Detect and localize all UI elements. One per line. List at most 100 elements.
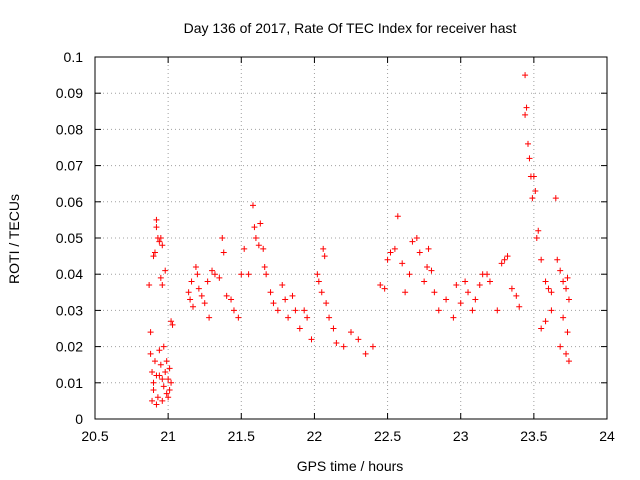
y-tick-label: 0.05	[56, 230, 83, 246]
data-point	[320, 245, 327, 252]
data-point	[484, 271, 491, 278]
data-point	[377, 282, 384, 289]
data-point	[453, 282, 460, 289]
data-point	[285, 314, 292, 321]
data-point	[542, 278, 549, 285]
x-tick-label: 24	[599, 428, 615, 444]
data-point	[391, 245, 398, 252]
data-point	[150, 387, 157, 394]
data-point	[245, 271, 252, 278]
data-point	[153, 401, 160, 408]
data-point	[149, 397, 156, 404]
data-point	[399, 260, 406, 267]
data-point	[443, 296, 450, 303]
data-point	[526, 155, 533, 162]
data-point	[301, 307, 308, 314]
data-point	[425, 245, 432, 252]
data-point	[149, 368, 156, 375]
data-point	[156, 238, 163, 245]
data-point	[195, 285, 202, 292]
data-point	[162, 368, 169, 375]
data-point	[340, 343, 347, 350]
data-point	[166, 365, 173, 372]
data-point	[523, 104, 530, 111]
data-point	[308, 336, 315, 343]
data-point	[533, 235, 540, 241]
y-tick-label: 0.06	[56, 194, 83, 210]
data-point	[156, 347, 163, 354]
data-point	[355, 336, 362, 343]
data-point	[165, 376, 172, 383]
data-point	[564, 329, 571, 336]
data-point	[151, 358, 158, 365]
data-point	[394, 213, 401, 220]
data-point	[548, 307, 555, 314]
x-tick-label: 21	[160, 428, 176, 444]
data-point	[554, 256, 561, 263]
data-point	[188, 278, 195, 285]
data-point	[318, 289, 325, 296]
data-point	[469, 307, 476, 314]
data-point	[563, 350, 570, 357]
data-point	[326, 314, 333, 321]
data-point	[538, 325, 545, 332]
data-point	[150, 379, 157, 386]
data-point	[201, 300, 208, 307]
data-point	[296, 325, 303, 332]
data-point	[323, 300, 330, 307]
data-point	[494, 307, 501, 314]
data-point	[270, 300, 277, 307]
y-tick-label: 0	[75, 411, 83, 427]
data-point	[157, 361, 164, 368]
data-point	[532, 187, 539, 194]
x-tick-label: 22	[307, 428, 323, 444]
data-point	[274, 307, 281, 314]
data-point	[522, 72, 529, 79]
data-point	[548, 289, 555, 296]
data-point	[260, 245, 267, 252]
data-point	[428, 267, 435, 274]
data-point	[168, 379, 175, 386]
data-point	[153, 216, 160, 223]
x-tick-label: 23.5	[520, 428, 547, 444]
data-point	[206, 314, 213, 321]
x-axis-title: GPS time / hours	[297, 458, 404, 474]
data-point	[187, 296, 194, 303]
data-point	[255, 242, 262, 249]
data-point	[557, 267, 564, 274]
data-point	[435, 307, 442, 314]
data-point	[560, 314, 567, 321]
data-point	[163, 358, 170, 365]
x-tick-label: 22.5	[374, 428, 401, 444]
x-tick-label: 23	[453, 428, 469, 444]
y-tick-label: 0.09	[56, 85, 83, 101]
data-point	[402, 289, 409, 296]
data-point	[565, 358, 572, 365]
data-point	[560, 278, 567, 285]
y-tick-label: 0.03	[56, 302, 83, 318]
data-point	[147, 329, 154, 336]
data-point	[146, 282, 153, 289]
data-point	[151, 249, 158, 256]
data-point	[160, 383, 167, 390]
data-point	[563, 285, 570, 292]
data-point	[241, 245, 248, 252]
y-tick-label: 0.08	[56, 121, 83, 137]
data-point	[409, 238, 416, 245]
data-point	[501, 256, 508, 263]
data-point	[190, 303, 197, 310]
y-tick-label: 0.1	[64, 49, 84, 65]
data-point	[147, 350, 154, 357]
data-point	[279, 282, 286, 289]
data-point	[289, 292, 296, 299]
data-points	[146, 72, 572, 408]
data-point	[257, 220, 264, 227]
data-point	[169, 321, 176, 328]
data-point	[462, 278, 469, 285]
data-point	[565, 296, 572, 303]
data-point	[251, 224, 258, 231]
data-point	[220, 249, 227, 256]
data-point	[159, 242, 166, 249]
